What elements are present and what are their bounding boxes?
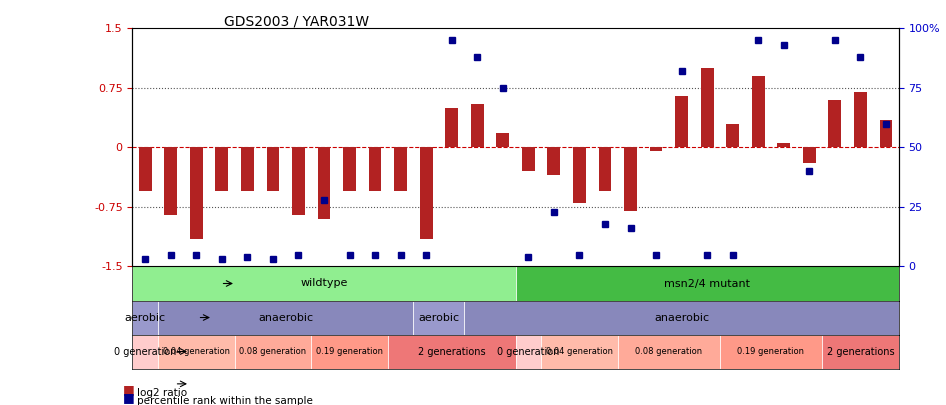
Bar — [132, 266, 516, 301]
Bar — [497, 133, 509, 147]
Bar — [165, 147, 177, 215]
Text: 0.19 generation: 0.19 generation — [738, 347, 804, 356]
Bar — [618, 335, 720, 369]
Text: 0.04 generation: 0.04 generation — [163, 347, 230, 356]
Bar — [541, 335, 618, 369]
Text: 0.08 generation: 0.08 generation — [239, 347, 307, 356]
Bar — [624, 147, 637, 211]
Bar — [464, 301, 899, 335]
Bar — [752, 76, 764, 147]
Text: 0 generation: 0 generation — [114, 347, 176, 356]
Bar — [420, 147, 432, 239]
Bar — [267, 147, 279, 191]
Text: 0.04 generation: 0.04 generation — [546, 347, 613, 356]
Bar — [822, 335, 899, 369]
Bar — [573, 147, 586, 203]
Bar — [190, 147, 202, 239]
Bar — [139, 147, 151, 191]
Bar — [369, 147, 381, 191]
Bar — [778, 143, 790, 147]
Bar — [701, 68, 713, 147]
Bar — [720, 335, 822, 369]
Text: 2 generations: 2 generations — [418, 347, 485, 356]
Text: GDS2003 / YAR031W: GDS2003 / YAR031W — [224, 14, 370, 28]
Text: wildtype: wildtype — [300, 279, 348, 288]
Bar — [829, 100, 841, 147]
Bar — [158, 335, 235, 369]
Bar — [675, 96, 688, 147]
Bar — [727, 124, 739, 147]
Bar — [522, 147, 534, 171]
Bar — [446, 108, 458, 147]
Bar — [413, 301, 464, 335]
Text: 2 generations: 2 generations — [827, 347, 894, 356]
Text: ■: ■ — [123, 383, 134, 396]
Bar — [311, 335, 388, 369]
Bar — [548, 147, 560, 175]
Text: 0.08 generation: 0.08 generation — [636, 347, 702, 356]
Text: 0.19 generation: 0.19 generation — [316, 347, 383, 356]
Bar — [388, 335, 516, 369]
Bar — [854, 92, 867, 147]
Text: anaerobic: anaerobic — [258, 313, 313, 322]
Bar — [292, 147, 305, 215]
Text: aerobic: aerobic — [418, 313, 460, 322]
Bar — [599, 147, 611, 191]
Text: aerobic: aerobic — [125, 313, 166, 322]
Bar — [132, 335, 158, 369]
Bar — [803, 147, 815, 163]
Bar — [343, 147, 356, 191]
Bar — [241, 147, 254, 191]
Text: log2 ratio: log2 ratio — [137, 388, 187, 398]
Bar — [158, 301, 413, 335]
Bar — [132, 301, 158, 335]
Text: msn2/4 mutant: msn2/4 mutant — [664, 279, 750, 288]
Bar — [394, 147, 407, 191]
Bar — [880, 119, 892, 147]
Text: percentile rank within the sample: percentile rank within the sample — [137, 396, 313, 405]
Bar — [516, 266, 899, 301]
Bar — [650, 147, 662, 151]
Bar — [318, 147, 330, 219]
Text: ■: ■ — [123, 391, 134, 404]
Bar — [516, 335, 541, 369]
Bar — [235, 335, 311, 369]
Text: anaerobic: anaerobic — [654, 313, 710, 322]
Bar — [471, 104, 483, 147]
Bar — [216, 147, 228, 191]
Text: 0 generation: 0 generation — [498, 347, 559, 356]
